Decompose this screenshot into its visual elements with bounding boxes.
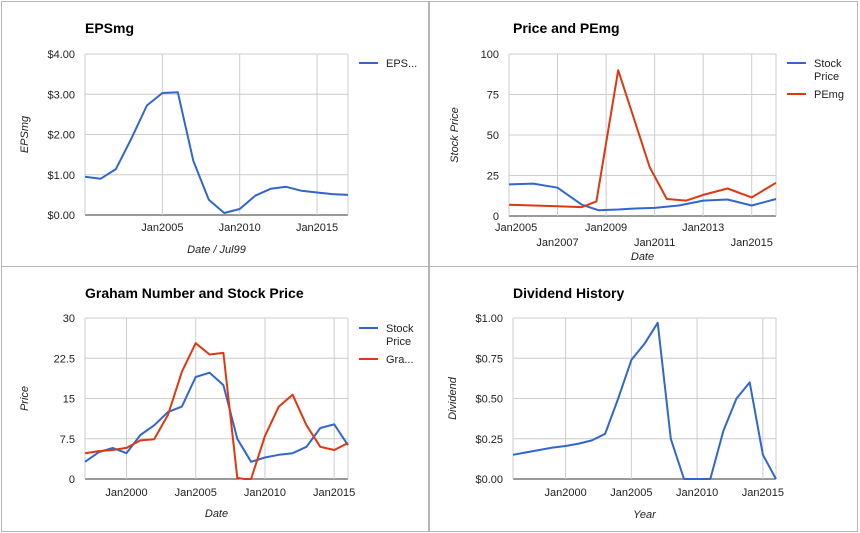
chart-title: EPSmg bbox=[85, 20, 134, 36]
series-line-1 bbox=[508, 69, 777, 209]
y-tick-label: 0 bbox=[69, 474, 75, 486]
series-line-0 bbox=[84, 371, 349, 463]
legend-label-0: Stock bbox=[386, 323, 414, 335]
chart-eps: EPSmg $0.00 $1.00 $2.00 $3.00 $4.00 Jan2005 Jan… bbox=[19, 20, 417, 256]
y-tick-label: $2.00 bbox=[47, 130, 75, 142]
y-tick-label: 100 bbox=[481, 49, 499, 61]
legend-label-0: EPS... bbox=[386, 58, 417, 70]
x-tick-label: Jan2009 bbox=[585, 222, 627, 234]
y-tick-label: $1.00 bbox=[47, 170, 75, 182]
x-axis-label: Date bbox=[205, 508, 228, 520]
panel-eps: EPSmg $0.00 $1.00 $2.00 $3.00 $4.00 Jan2005 Jan… bbox=[1, 1, 429, 267]
y-axis-label: EPSmg bbox=[19, 115, 31, 153]
series-line-0 bbox=[84, 91, 349, 214]
x-tick-label: Jan2015 bbox=[296, 222, 338, 234]
y-axis-label: Stock Price bbox=[449, 107, 461, 163]
legend-label-0: Price bbox=[814, 71, 839, 83]
panel-graham: Graham Number and Stock Price 0 7.5 15 22.5 3… bbox=[1, 266, 429, 532]
x-tick-label: Jan2015 bbox=[313, 487, 355, 499]
y-tick-label: $3.00 bbox=[47, 89, 75, 101]
y-tick-label: 22.5 bbox=[54, 353, 75, 365]
x-tick-label: Jan2005 bbox=[610, 487, 652, 499]
x-axis-label: Date / Jul99 bbox=[187, 244, 246, 256]
y-tick-label: $4.00 bbox=[47, 49, 75, 61]
y-tick-label: 25 bbox=[487, 171, 499, 183]
y-axis-label: Dividend bbox=[447, 376, 459, 420]
series-line-0 bbox=[508, 182, 777, 212]
legend-label-0: Price bbox=[386, 336, 411, 348]
chart-title: Dividend History bbox=[513, 285, 624, 301]
chart-graham: Graham Number and Stock Price 0 7.5 15 22.5 3… bbox=[19, 285, 414, 520]
y-tick-label: 7.5 bbox=[60, 434, 75, 446]
y-tick-label: $0.50 bbox=[475, 394, 503, 406]
y-tick-label: $0.00 bbox=[475, 474, 503, 486]
x-tick-label: Jan2015 bbox=[742, 487, 784, 499]
x-tick-label: Jan2010 bbox=[676, 487, 718, 499]
y-tick-label: 15 bbox=[63, 394, 75, 406]
y-tick-label: $0.75 bbox=[475, 353, 503, 365]
legend-label-1: PEmg bbox=[814, 89, 844, 101]
x-tick-label: Jan2005 bbox=[495, 222, 537, 234]
x-tick-label: Jan2010 bbox=[244, 487, 286, 499]
y-tick-label: $1.00 bbox=[475, 313, 503, 325]
panel-price-pe: Price and PEmg 0 25 50 75 100 Jan2005 Jan2007 Ja… bbox=[429, 1, 858, 267]
y-axis-label: Price bbox=[19, 386, 31, 411]
x-axis-label: Year bbox=[633, 509, 657, 521]
y-tick-label: 30 bbox=[63, 313, 75, 325]
x-tick-label: Jan2005 bbox=[141, 222, 183, 234]
x-tick-label: Jan2000 bbox=[544, 487, 586, 499]
series-line-1 bbox=[84, 342, 349, 480]
x-tick-label: Jan2015 bbox=[731, 237, 773, 249]
x-axis-label: Date bbox=[631, 251, 654, 263]
x-tick-label: Jan2005 bbox=[175, 487, 217, 499]
x-tick-label: Jan2013 bbox=[682, 222, 724, 234]
panel-dividend: Dividend History $0.00 $0.25 $0.50 $0.75 $1.0… bbox=[429, 266, 858, 532]
y-tick-label: $0.25 bbox=[475, 434, 503, 446]
x-tick-label: Jan2007 bbox=[536, 237, 578, 249]
chart-title: Price and PEmg bbox=[513, 20, 620, 36]
chart-price-pe: Price and PEmg 0 25 50 75 100 Jan2005 Jan2007 Ja… bbox=[449, 20, 844, 263]
y-tick-label: $0.00 bbox=[47, 210, 75, 222]
y-tick-label: 50 bbox=[487, 130, 499, 142]
x-tick-label: Jan2000 bbox=[105, 487, 147, 499]
legend-label-1: Gra... bbox=[386, 354, 414, 366]
chart-dividend: Dividend History $0.00 $0.25 $0.50 $0.75 $1.0… bbox=[447, 285, 784, 521]
chart-title: Graham Number and Stock Price bbox=[85, 285, 304, 301]
y-tick-label: 75 bbox=[487, 90, 499, 102]
x-tick-label: Jan2010 bbox=[219, 222, 261, 234]
series-line-0 bbox=[512, 321, 777, 480]
legend-label-0: Stock bbox=[814, 58, 842, 70]
y-tick-label: 0 bbox=[493, 211, 499, 223]
x-tick-label: Jan2011 bbox=[634, 237, 675, 249]
